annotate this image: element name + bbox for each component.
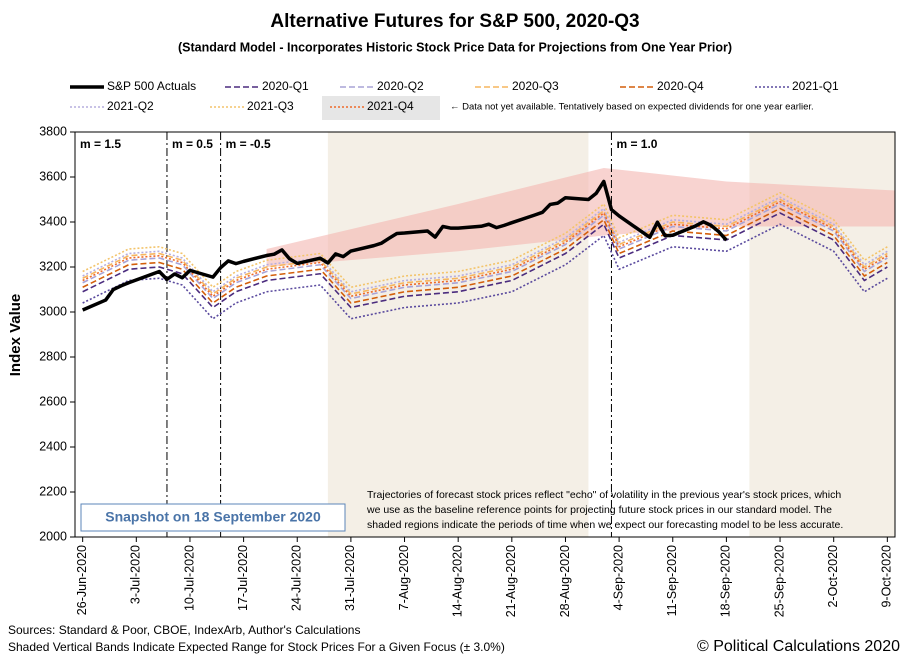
x-tick-label: 3-Jul-2020 — [129, 545, 143, 604]
y-tick-label: 2400 — [39, 439, 67, 453]
y-tick-label: 3400 — [39, 214, 67, 228]
x-tick-label: 18-Sep-2020 — [719, 545, 733, 617]
chart-title: Alternative Futures for S&P 500, 2020-Q3 — [270, 11, 639, 32]
chart-subtitle: (Standard Model - Incorporates Historic … — [178, 40, 732, 54]
note-line: shaded regions indicate the periods of t… — [367, 519, 843, 531]
note-line: Trajectories of forecast stock prices re… — [367, 489, 841, 501]
legend-label: 2020-Q3 — [512, 79, 559, 93]
y-tick-label: 3600 — [39, 169, 67, 183]
y-tick-label: 2800 — [39, 349, 67, 363]
legend-label: 2020-Q1 — [262, 79, 309, 93]
x-tick-label: 24-Jul-2020 — [290, 545, 304, 611]
legend-label: 2021-Q3 — [247, 99, 294, 113]
series-line — [82, 200, 888, 298]
series-line — [82, 196, 888, 293]
x-tick-label: 10-Jul-2020 — [182, 545, 196, 611]
series-line — [82, 212, 888, 309]
regime-label: m = 1.5 — [80, 137, 121, 151]
legend-label: 2021-Q2 — [107, 99, 154, 113]
legend-label: 2021-Q4 — [367, 99, 414, 113]
y-tick-label: 3800 — [39, 124, 67, 138]
x-tick-label: 28-Aug-2020 — [558, 545, 572, 617]
x-tick-label: 21-Aug-2020 — [504, 545, 518, 617]
series-line — [82, 223, 888, 320]
y-tick-label: 3200 — [39, 259, 67, 273]
sources: Sources: Standard & Poor, CBOE, IndexArb… — [8, 623, 360, 637]
x-tick-label: 14-Aug-2020 — [450, 545, 464, 617]
y-tick-label: 2200 — [39, 484, 67, 498]
shaded-range — [266, 168, 896, 267]
copyright: © Political Calculations 2020 — [697, 638, 900, 655]
x-tick-label: 2-Oct-2020 — [826, 545, 840, 608]
legend-label: 2020-Q4 — [657, 79, 704, 93]
x-tick-label: 7-Aug-2020 — [397, 545, 411, 610]
regime-label: m = 0.5 — [172, 137, 213, 151]
note-line: we use as the baseline reference points … — [366, 504, 832, 516]
legend-label: S&P 500 Actuals — [107, 79, 196, 93]
y-tick-label: 2600 — [39, 394, 67, 408]
y-axis-label: Index Value — [7, 294, 24, 377]
legend-highlight — [322, 96, 440, 120]
legend-label: 2021-Q1 — [792, 79, 839, 93]
x-tick-label: 31-Jul-2020 — [343, 545, 357, 611]
legend-note: ← Data not yet available. Tentatively ba… — [450, 102, 814, 113]
footnote: Shaded Vertical Bands Indicate Expected … — [8, 640, 505, 654]
y-tick-label: 2000 — [39, 529, 67, 543]
x-tick-label: 17-Jul-2020 — [236, 545, 250, 611]
x-tick-label: 9-Oct-2020 — [880, 545, 894, 608]
x-tick-label: 4-Sep-2020 — [611, 545, 625, 610]
series-line — [82, 191, 888, 289]
series-line — [81, 179, 728, 312]
series-line — [82, 203, 888, 300]
x-tick-label: 26-Jun-2020 — [75, 545, 89, 615]
y-tick-label: 3000 — [39, 304, 67, 318]
plot-frame — [74, 131, 896, 538]
x-tick-label: 11-Sep-2020 — [665, 545, 679, 616]
snapshot-box — [80, 503, 346, 532]
regime-label: m = -0.5 — [226, 137, 271, 151]
series-line — [82, 207, 888, 304]
snapshot-label: Snapshot on 18 September 2020 — [105, 509, 321, 525]
regime-label: m = 1.0 — [616, 137, 657, 151]
legend-label: 2020-Q2 — [377, 79, 424, 93]
x-tick-label: 25-Sep-2020 — [772, 545, 786, 617]
